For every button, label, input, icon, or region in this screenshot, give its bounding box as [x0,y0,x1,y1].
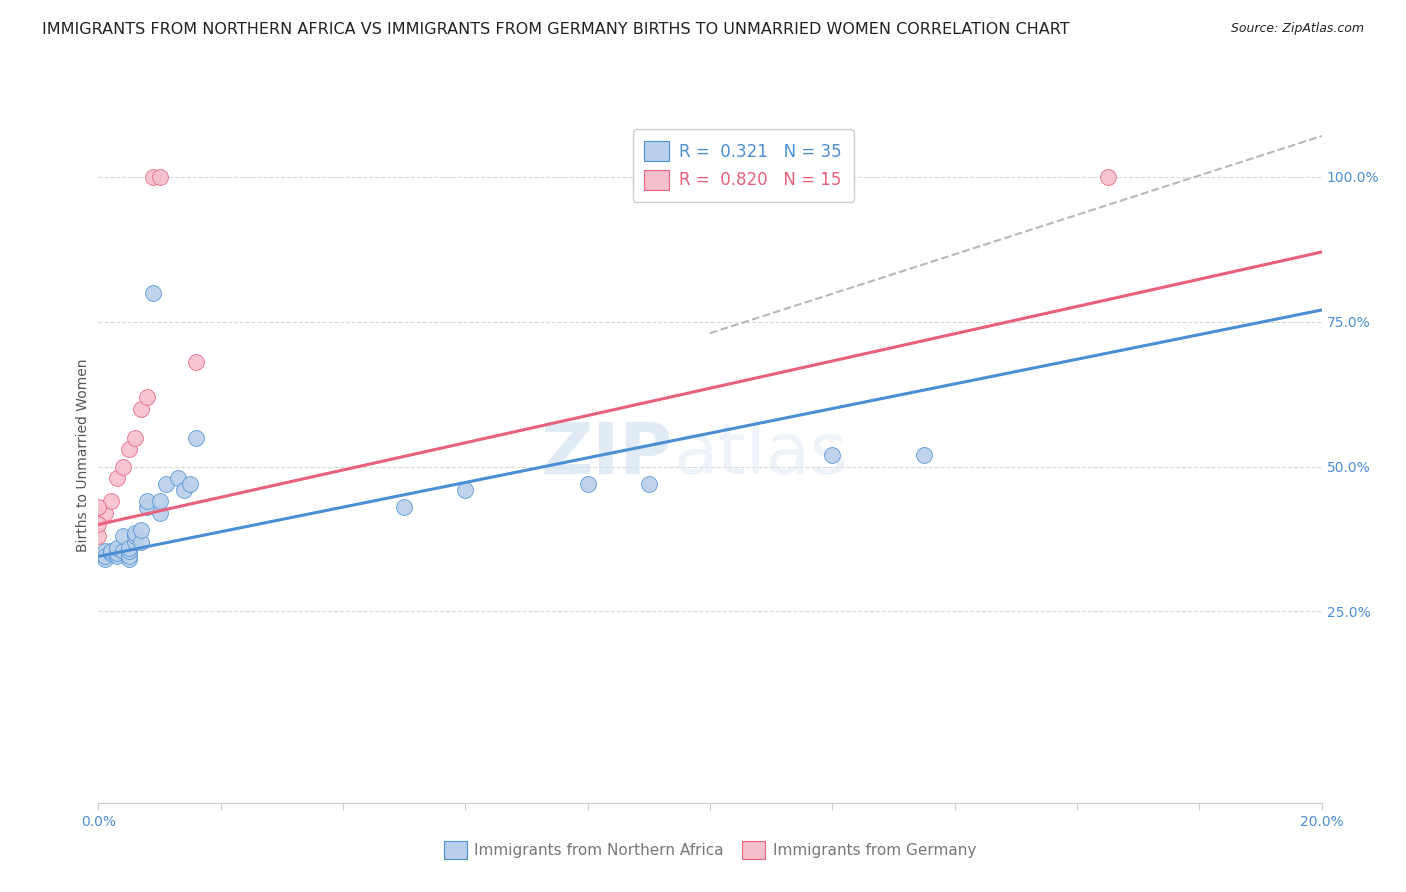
Text: IMMIGRANTS FROM NORTHERN AFRICA VS IMMIGRANTS FROM GERMANY BIRTHS TO UNMARRIED W: IMMIGRANTS FROM NORTHERN AFRICA VS IMMIG… [42,22,1070,37]
Point [912,448,935,462]
Point [155,476,177,491]
Point [87,517,110,532]
Point [136,390,159,404]
Point [129,534,152,549]
Point [105,541,128,555]
Point [136,494,159,508]
Point [100,494,122,508]
Point [118,541,141,555]
Point [149,494,172,508]
Point [111,459,134,474]
Point [118,549,141,564]
Point [118,442,141,457]
Point [93,549,115,564]
Point [142,285,165,300]
Point [136,500,159,514]
Point [124,431,146,445]
Point [105,471,128,485]
Point [100,543,122,558]
Point [105,549,128,564]
Point [93,552,115,566]
Point [637,476,661,491]
Point [149,506,172,520]
Point [87,529,110,543]
Text: atlas: atlas [673,420,848,490]
Point [118,552,141,566]
Text: ZIP: ZIP [541,420,673,490]
Point [111,543,134,558]
Point [129,401,152,416]
Point [93,506,115,520]
Point [124,534,146,549]
Point [167,471,190,485]
Point [576,476,599,491]
Point [118,543,141,558]
Point [173,483,195,497]
Point [149,169,172,184]
Point [392,500,416,514]
Point [1097,169,1119,184]
Legend: Immigrants from Northern Africa, Immigrants from Germany: Immigrants from Northern Africa, Immigra… [437,835,983,864]
Point [179,476,201,491]
Point [124,526,146,541]
Point [93,543,115,558]
Point [142,169,165,184]
Point [186,355,208,369]
Point [100,546,122,561]
Point [821,448,844,462]
Point [186,431,208,445]
Point [111,529,134,543]
Point [87,500,110,514]
Point [129,523,152,537]
Text: Source: ZipAtlas.com: Source: ZipAtlas.com [1230,22,1364,36]
Point [105,546,128,561]
Point [124,529,146,543]
Point [454,483,477,497]
Y-axis label: Births to Unmarried Women: Births to Unmarried Women [76,359,90,551]
